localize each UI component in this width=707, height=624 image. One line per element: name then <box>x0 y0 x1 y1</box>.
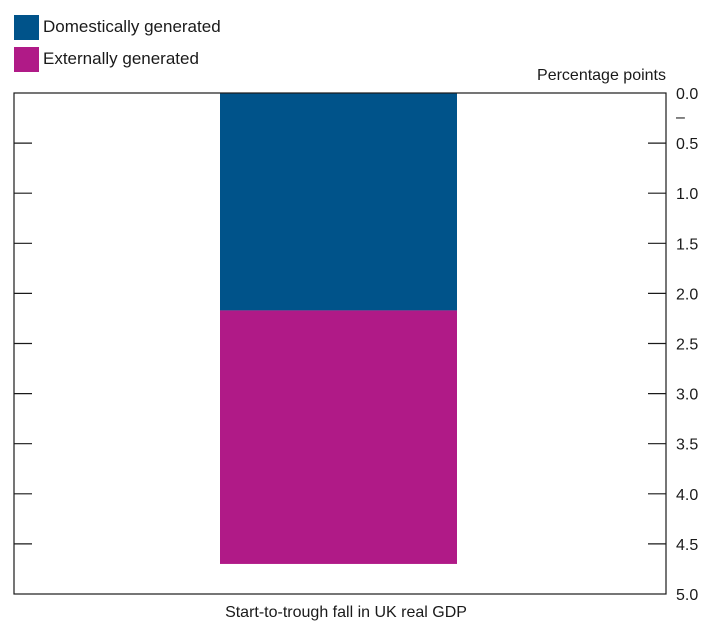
bar-segment-domestic <box>220 93 457 311</box>
legend-label-domestic: Domestically generated <box>43 17 221 36</box>
y-tick-label: 4.0 <box>676 487 698 504</box>
y-tick-label: 4.5 <box>676 537 698 554</box>
y-tick-label: 3.5 <box>676 437 698 454</box>
bars-layer <box>220 93 457 564</box>
y-axis-sign-marker: – <box>676 109 685 126</box>
y-tick-label: 0.5 <box>676 136 698 153</box>
y-tick-label: 2.5 <box>676 337 698 354</box>
y-axis-unit-label: Percentage points <box>537 67 666 84</box>
y-tick-label: 1.0 <box>676 186 698 203</box>
y-tick-label: 3.0 <box>676 387 698 404</box>
bar-segment-external <box>220 310 457 564</box>
y-tick-label: 2.0 <box>676 286 698 303</box>
y-tick-label: 5.0 <box>676 587 698 604</box>
legend-swatch-domestic <box>14 15 39 40</box>
y-tick-label: 1.5 <box>676 236 698 253</box>
x-axis-label: Start-to-trough fall in UK real GDP <box>225 604 467 621</box>
legend-label-external: Externally generated <box>43 49 199 68</box>
legend-swatch-external <box>14 47 39 72</box>
y-tick-label: 0.0 <box>676 86 698 103</box>
y-axis-ticks: 0.0 0.5 1.0 1.5 2.0 2.5 3.0 3.5 4.0 4.5 5.0 – <box>14 86 698 604</box>
